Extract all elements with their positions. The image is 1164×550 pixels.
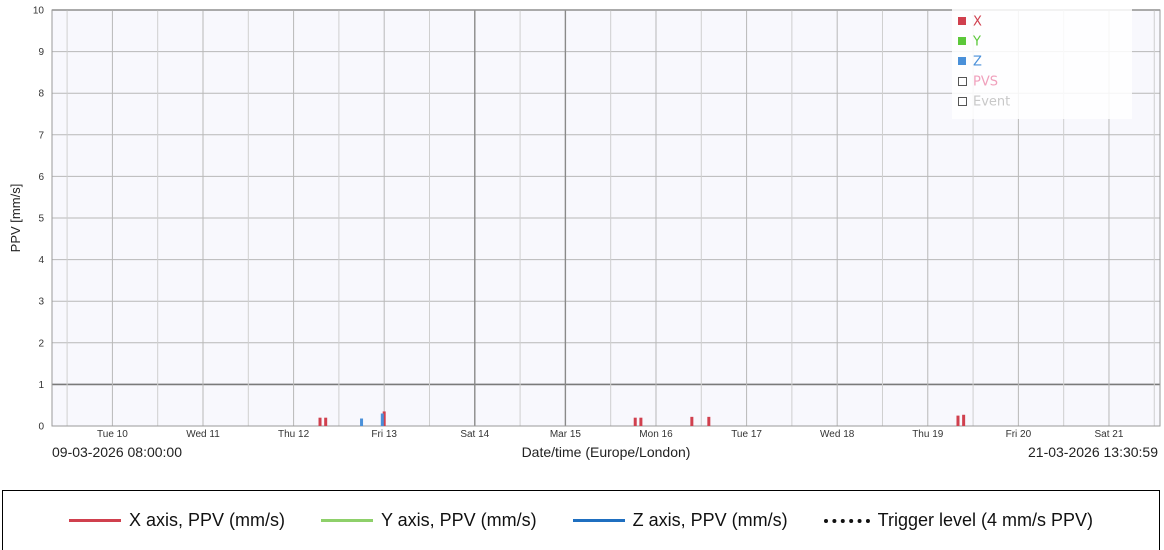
- y-tick-label: 1: [38, 380, 44, 391]
- x-ticks: Tue 10 Wed 11 Thu 12 Fri 13 Sat 14 Mar 15 Mon …: [97, 429, 1124, 440]
- x-tick-label: Sat 14: [460, 429, 489, 440]
- legend-line-trigger: [823, 518, 870, 523]
- bar-x: [962, 414, 966, 426]
- x-tick-label: Mon 16: [639, 429, 673, 440]
- legend-label-x: X axis, PPV (mm/s): [128, 510, 285, 530]
- legend-item-z-axis: Z axis, PPV (mm/s): [572, 510, 788, 531]
- y-tick-label: 0: [38, 422, 44, 433]
- y-tick-label: 5: [38, 214, 44, 225]
- range-end-label: 21-03-2026 13:30:59: [1028, 444, 1158, 460]
- bar-x: [633, 417, 637, 426]
- x-axis-title: Date/time (Europe/London): [522, 444, 691, 460]
- bar-x: [707, 416, 711, 426]
- legend-label-trigger: Trigger level (4 mm/s PPV): [877, 510, 1094, 530]
- y-tick-label: 2: [38, 338, 44, 349]
- legend-item-y-axis: Y axis, PPV (mm/s): [320, 510, 537, 531]
- legend-item-trigger: Trigger level (4 mm/s PPV): [823, 510, 1094, 531]
- legend-label-y: Y: [972, 35, 981, 50]
- bar-x: [324, 417, 328, 426]
- bar-z: [360, 418, 364, 426]
- y-axis-title: PPV [mm/s]: [8, 184, 23, 253]
- legend-swatch-y: [958, 37, 966, 45]
- bar-z: [380, 413, 384, 426]
- bar-x: [690, 416, 694, 426]
- y-tick-label: 9: [38, 47, 44, 58]
- x-tick-label: Tue 17: [731, 429, 762, 440]
- x-tick-label: Thu 19: [912, 429, 944, 440]
- legend-swatch-x: [958, 17, 966, 25]
- x-tick-label: Thu 12: [278, 429, 310, 440]
- legend-label-event: Event: [973, 95, 1010, 110]
- legend-line-y: [320, 519, 373, 522]
- x-tick-label: Tue 10: [97, 429, 128, 440]
- x-tick-label: Fri 13: [371, 429, 397, 440]
- bar-x: [382, 411, 386, 426]
- bottom-legend: X axis, PPV (mm/s) Y axis, PPV (mm/s) Z …: [2, 490, 1160, 550]
- y-tick-label: 8: [38, 89, 44, 100]
- y-tick-label: 10: [33, 6, 45, 17]
- plot-border: [51, 9, 1161, 427]
- legend-label-y: Y axis, PPV (mm/s): [380, 510, 537, 530]
- bar-x: [956, 415, 960, 426]
- y-ticks: 0 1 2 3 4 5 6 7 8 9 10: [33, 6, 45, 433]
- legend-swatch-pvs: [958, 77, 967, 86]
- bar-x: [318, 417, 322, 426]
- y-tick-label: 3: [38, 297, 44, 308]
- inner-legend: XYZ PVS Event: [952, 9, 1132, 119]
- range-start-label: 09-03-2026 08:00:00: [52, 444, 182, 460]
- legend-label-x: X: [973, 15, 982, 30]
- legend-line-z: [572, 519, 625, 522]
- legend-label-z: Z axis, PPV (mm/s): [632, 510, 788, 530]
- inner-legend-bg: [952, 9, 1132, 119]
- legend-label-pvs: PVS: [973, 75, 998, 90]
- legend-swatch-event: [958, 97, 967, 106]
- x-tick-label: Wed 18: [820, 429, 855, 440]
- bars-group: [318, 411, 966, 426]
- y-tick-label: 6: [38, 172, 44, 183]
- legend-label-z: Z: [973, 55, 982, 70]
- legend-swatch-z: [958, 57, 966, 65]
- y-tick-label: 4: [38, 255, 44, 266]
- bar-x: [639, 417, 643, 426]
- ppv-chart: 0 1 2 3 4 5 6 7 8 9 10 Tue 10 Wed 11 Thu 12 Fri 13 Sat…: [8, 6, 1161, 460]
- legend-line-x: [68, 519, 121, 522]
- y-tick-label: 7: [38, 130, 44, 141]
- x-tick-label: Fri 20: [1006, 429, 1032, 440]
- x-tick-label: Mar 15: [550, 429, 582, 440]
- x-tick-label: Sat 21: [1095, 429, 1124, 440]
- x-tick-label: Wed 11: [186, 429, 220, 440]
- legend-item-x-axis: X axis, PPV (mm/s): [68, 510, 285, 531]
